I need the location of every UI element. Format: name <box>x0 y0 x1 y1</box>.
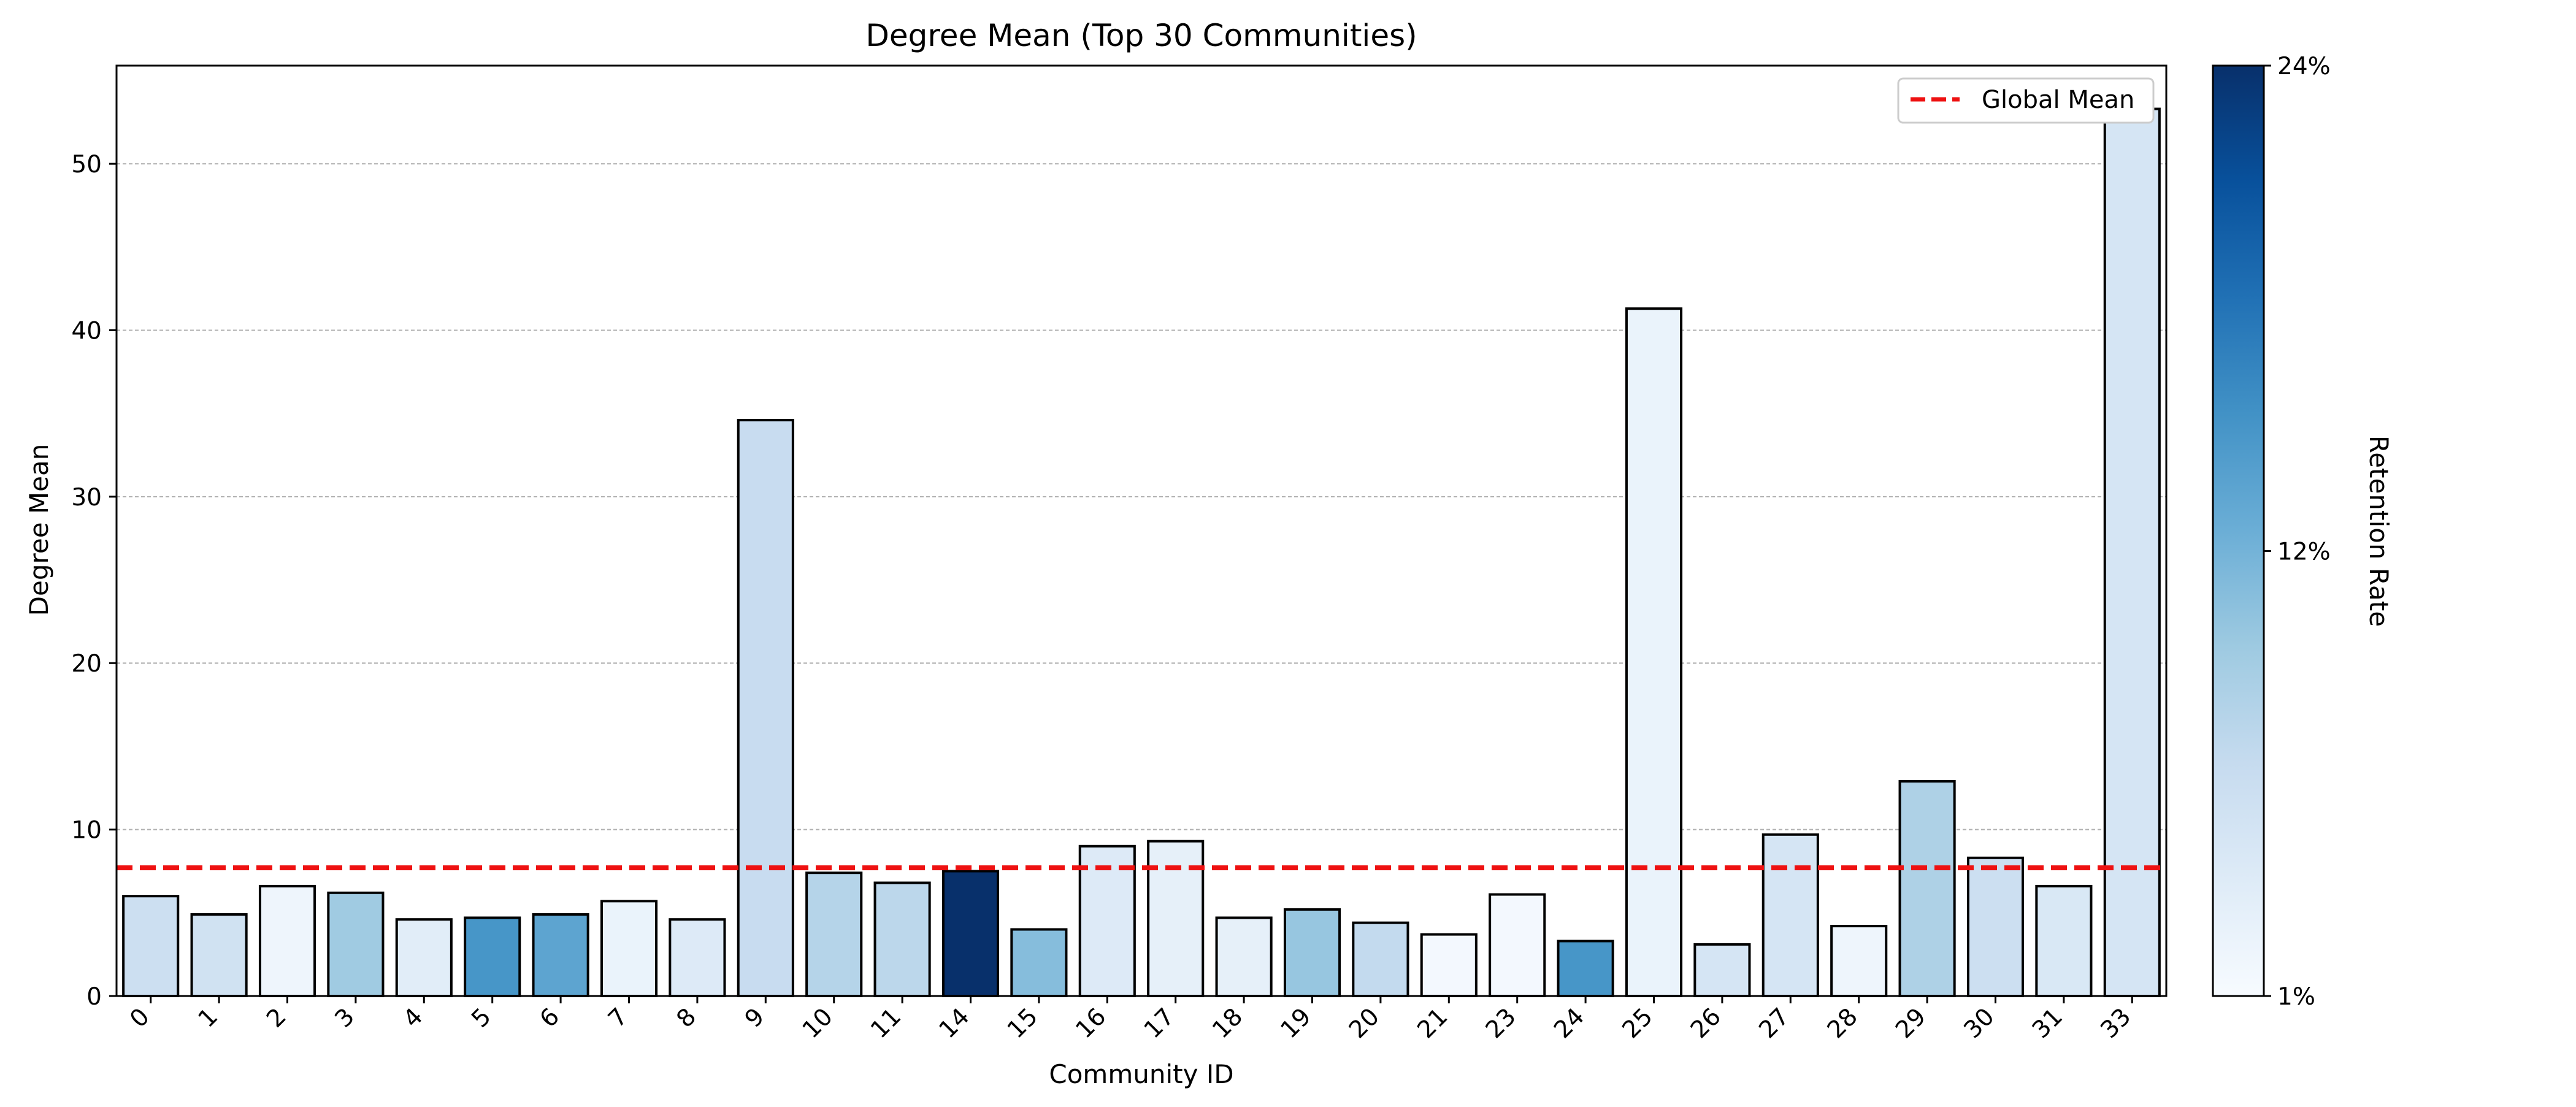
legend: Global Mean <box>1897 77 2155 124</box>
x-tick-label: 19 <box>1276 1003 1317 1044</box>
x-tick-label: 31 <box>2027 1003 2068 1044</box>
colorbar: 1% 12% 24% <box>2212 53 2331 1011</box>
x-tick-label: 17 <box>1139 1003 1180 1044</box>
bar-community-6 <box>532 913 589 997</box>
x-axis-label: Community ID <box>1049 1059 1233 1089</box>
x-tick-label: 16 <box>1070 1003 1111 1044</box>
bar-community-27 <box>1761 833 1819 998</box>
colorbar-tick-label: 12% <box>2277 538 2331 565</box>
bar-community-24 <box>1557 940 1614 997</box>
y-tick-label: 30 <box>71 484 102 511</box>
x-tick-label: 11 <box>865 1003 907 1044</box>
y-grid <box>117 163 2166 830</box>
x-tick-label: 18 <box>1207 1003 1248 1044</box>
bar-community-17 <box>1147 840 1205 998</box>
x-tick-label: 30 <box>1959 1003 2000 1044</box>
bar-community-8 <box>669 918 726 998</box>
x-tick-label: 33 <box>2095 1003 2136 1044</box>
x-tick-label: 8 <box>672 1003 702 1033</box>
x-tick-label: 27 <box>1754 1003 1795 1044</box>
bar-community-19 <box>1283 908 1341 997</box>
bar-community-28 <box>1830 925 1888 998</box>
y-axis: 0 10 20 30 40 50 <box>71 151 117 1011</box>
plot-frame <box>115 64 2168 997</box>
colorbar-tick-label: 24% <box>2277 53 2331 80</box>
y-tick-label: 40 <box>71 317 102 345</box>
y-axis-label: Degree Mean <box>24 444 54 616</box>
bar-community-33 <box>2103 107 2161 998</box>
bar-community-16 <box>1078 845 1136 997</box>
bar-community-4 <box>395 918 453 998</box>
bar-community-10 <box>805 871 863 997</box>
bar-community-14 <box>941 870 1000 998</box>
x-tick-label: 23 <box>1481 1003 1522 1044</box>
x-tick-label: 20 <box>1344 1003 1385 1044</box>
bar-community-21 <box>1420 933 1478 997</box>
bar-community-26 <box>1693 943 1751 998</box>
x-tick-label: 25 <box>1617 1003 1658 1044</box>
x-tick-label: 24 <box>1549 1003 1590 1044</box>
chart-title: Degree Mean (Top 30 Communities) <box>865 18 1417 53</box>
x-tick-label: 3 <box>330 1003 360 1033</box>
x-tick-label: 28 <box>1822 1003 1863 1044</box>
x-tick-label: 10 <box>797 1003 838 1044</box>
x-tick-label: 4 <box>398 1003 428 1033</box>
x-tick-label: 21 <box>1412 1003 1453 1044</box>
bar-community-15 <box>1010 928 1068 997</box>
colorbar-bar <box>2212 64 2265 997</box>
bar-community-2 <box>258 884 316 997</box>
y-tick-label: 50 <box>71 151 102 178</box>
x-tick-label: 15 <box>1002 1003 1043 1044</box>
bar-community-30 <box>1966 856 2025 997</box>
bar-community-5 <box>464 916 521 998</box>
legend-label-global-mean: Global Mean <box>1982 86 2134 114</box>
x-axis: 0 1 2 3 4 5 6 7 8 9 10 11 14 15 16 17 18 19 20 21 23 24 25 26 27… <box>125 996 2136 1044</box>
bar-community-3 <box>327 891 385 997</box>
x-tick-label: 2 <box>261 1003 291 1033</box>
bar-community-31 <box>2035 884 2093 997</box>
bar-community-9 <box>737 419 794 997</box>
bar-community-1 <box>190 913 248 997</box>
bar-community-0 <box>122 895 180 998</box>
colorbar-tick-label: 1% <box>2277 983 2315 1011</box>
bar-community-29 <box>1898 779 1956 998</box>
bar-series <box>122 107 2161 998</box>
x-tick-label: 14 <box>934 1003 975 1044</box>
bar-community-23 <box>1489 893 1546 997</box>
x-tick-label: 29 <box>1890 1003 1931 1044</box>
y-tick-label: 0 <box>86 983 102 1011</box>
bar-community-20 <box>1352 921 1409 997</box>
bar-community-18 <box>1215 916 1273 998</box>
x-tick-label: 9 <box>740 1003 770 1033</box>
x-tick-label: 0 <box>125 1003 155 1033</box>
x-tick-label: 1 <box>193 1003 223 1033</box>
legend-box <box>1897 77 2155 124</box>
colorbar-label: Retention Rate <box>2364 435 2394 627</box>
y-tick-label: 20 <box>71 650 102 678</box>
bar-community-25 <box>1625 307 1683 998</box>
x-tick-label: 5 <box>466 1003 496 1033</box>
x-tick-label: 7 <box>603 1003 633 1033</box>
x-tick-label: 6 <box>535 1003 565 1033</box>
bar-community-7 <box>600 900 658 997</box>
x-tick-label: 26 <box>1685 1003 1727 1044</box>
bar-community-11 <box>873 881 931 998</box>
y-tick-label: 10 <box>71 817 102 845</box>
